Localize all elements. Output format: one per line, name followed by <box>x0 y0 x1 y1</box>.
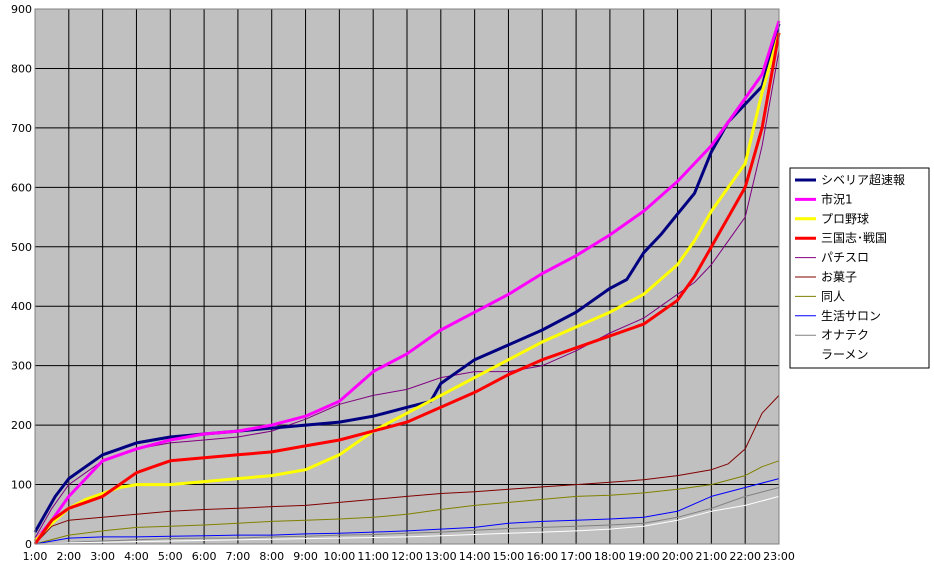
y-tick-label: 800 <box>11 62 32 75</box>
x-tick-label: 10:00 <box>324 550 356 563</box>
x-tick-label: 20:00 <box>662 550 694 563</box>
x-tick-label: 9:00 <box>293 550 318 563</box>
x-tick-label: 2:00 <box>56 550 81 563</box>
x-tick-label: 17:00 <box>560 550 592 563</box>
x-tick-label: 16:00 <box>526 550 558 563</box>
x-tick-label: 15:00 <box>493 550 525 563</box>
y-tick-label: 700 <box>11 122 32 135</box>
x-tick-label: 12:00 <box>391 550 423 563</box>
legend-label: パチスロ <box>821 251 869 265</box>
legend-label: 三国志･戦国 <box>821 231 887 245</box>
x-tick-label: 14:00 <box>459 550 491 563</box>
series-line <box>34 460 780 545</box>
legend-label: 生活サロン <box>821 309 881 323</box>
legend-label: お菓子 <box>821 270 857 284</box>
plot-border <box>34 8 780 545</box>
series-line <box>33 32 781 545</box>
x-tick-label: 11:00 <box>357 550 389 563</box>
x-tick-label: 4:00 <box>124 550 149 563</box>
series-line <box>34 495 780 545</box>
x-tick-label: 21:00 <box>696 550 728 563</box>
legend-label: オナテク <box>821 328 869 342</box>
legend-label: ラーメン <box>821 348 869 362</box>
x-tick-label: 19:00 <box>628 550 660 563</box>
series-layer <box>33 20 781 545</box>
x-tick-label: 23:00 <box>763 550 795 563</box>
y-tick-label: 300 <box>11 360 32 373</box>
y-tick-label: 200 <box>11 419 32 432</box>
legend-label: 市況1 <box>821 191 853 206</box>
x-tick-label: 3:00 <box>90 550 115 563</box>
y-tick-label: 400 <box>11 300 32 313</box>
x-axis-ticks: 1:00 2:00 3:00 4:00 5:00 6:00 7:00 8:00 9:00 10:0… <box>23 550 795 563</box>
series-line <box>34 487 780 545</box>
legend-label: プロ野球 <box>821 212 869 226</box>
y-tick-label: 500 <box>11 241 32 254</box>
y-tick-label: 0 <box>25 538 32 551</box>
x-tick-label: 13:00 <box>425 550 457 563</box>
y-tick-label: 600 <box>11 181 32 194</box>
x-tick-label: 5:00 <box>158 550 183 563</box>
y-tick-label: 900 <box>11 3 32 16</box>
series-line <box>34 478 780 545</box>
y-axis-ticks: 0 100 200 300 400 500 600 700 800 900 <box>11 3 32 551</box>
series-line <box>33 20 781 542</box>
legend-label: 同人 <box>821 289 845 303</box>
legend-box <box>789 167 930 369</box>
legend-label: シベリア超速報 <box>821 172 905 187</box>
x-tick-label: 6:00 <box>192 550 217 563</box>
x-tick-label: 8:00 <box>259 550 284 563</box>
y-tick-label: 100 <box>11 479 32 492</box>
x-tick-label: 22:00 <box>729 550 761 563</box>
x-tick-label: 1:00 <box>23 550 48 563</box>
x-tick-label: 18:00 <box>594 550 626 563</box>
x-tick-label: 7:00 <box>226 550 251 563</box>
series-line <box>34 395 780 545</box>
